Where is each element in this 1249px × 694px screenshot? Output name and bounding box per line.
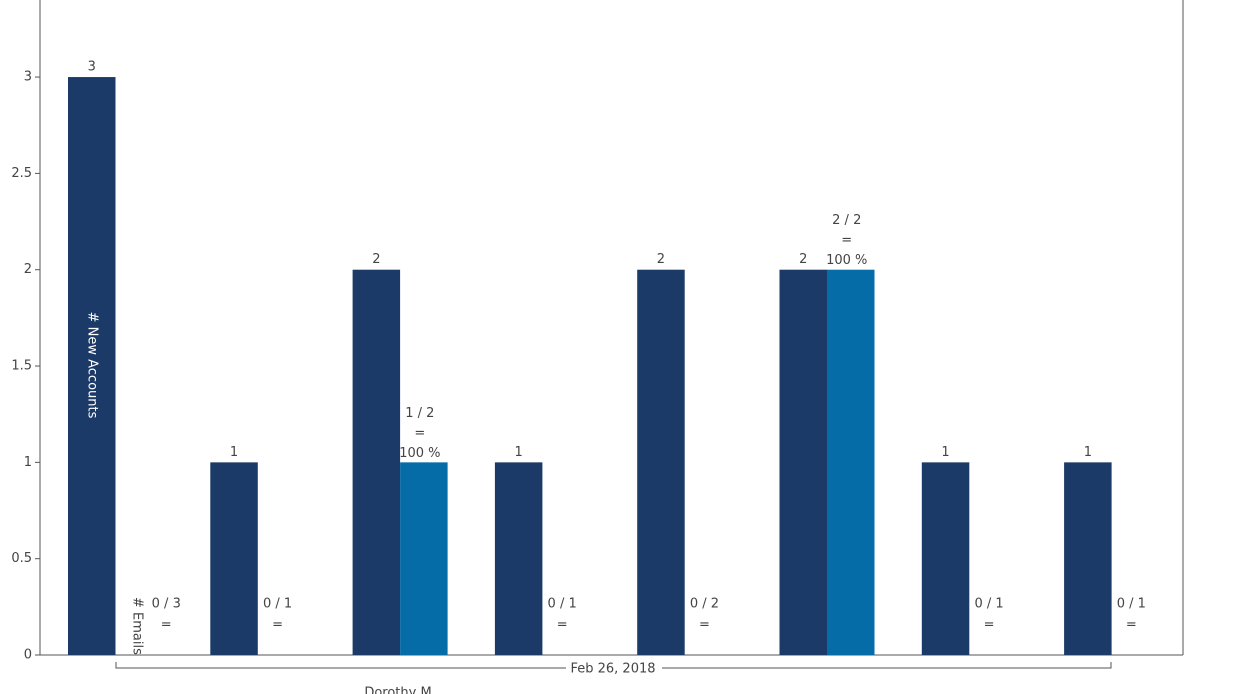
value-label: 3 [88,60,96,75]
value-label: 2 [372,252,380,267]
y-tick-label: 1 [24,455,32,470]
y-tick-label: 2 [24,262,32,277]
bar [779,269,827,655]
value-label: 1 / 2 [405,406,434,421]
value-label: 2 [657,252,665,267]
value-label: 2 / 2 [832,213,861,228]
value-label: 0 / 1 [974,597,1003,612]
bar [637,269,685,655]
value-label: = [699,618,710,633]
y-tick-label: 0 [24,648,32,663]
value-label: = [984,618,995,633]
y-tick-label: 1.5 [11,359,32,374]
bar [1064,462,1112,655]
bar [352,269,401,655]
value-label: 2 [799,252,807,267]
value-label: = [161,618,172,633]
y-tick-label: 3 [24,70,32,85]
value-label: 0 / 2 [690,597,719,612]
value-label: 1 [1084,445,1092,460]
bar [210,462,258,655]
bar [68,77,116,655]
value-label: = [1126,618,1137,633]
value-label: = [841,233,852,248]
value-label: 0 / 1 [548,597,577,612]
value-label: 0 / 1 [263,597,292,612]
series-label: # New Accounts [84,312,99,419]
value-label: = [414,426,425,441]
value-label: 1 [941,445,949,460]
value-label: 100 % [399,446,440,461]
y-tick-label: 2.5 [11,166,32,181]
value-label: 0 / 3 [152,597,181,612]
value-label: 0 / 1 [1117,597,1146,612]
y-tick-label: 0.5 [11,551,32,566]
series-label: # Emails [130,597,145,655]
group-label-bg [566,660,662,678]
group-label: Feb 26, 2018 [570,662,655,677]
bar [921,462,970,655]
value-label: = [557,618,568,633]
value-label: 1 [230,445,238,460]
subgroup-label: Dorothy M [364,686,431,694]
value-label: 100 % [826,253,867,268]
value-label: 1 [515,445,523,460]
bar [494,462,543,655]
bar [827,269,875,655]
bar [400,462,448,655]
value-label: = [272,618,283,633]
